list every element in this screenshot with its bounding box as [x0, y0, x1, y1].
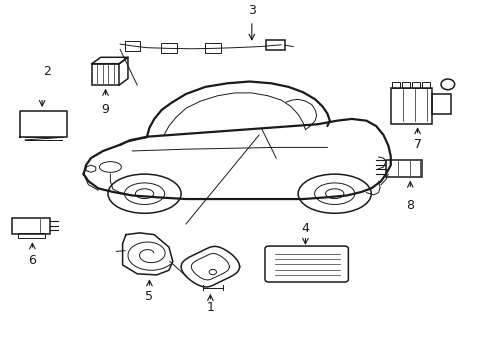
Text: 3: 3	[247, 4, 255, 17]
Bar	[401, 81, 409, 88]
Bar	[161, 44, 176, 53]
Bar	[92, 64, 119, 85]
Bar	[431, 94, 450, 113]
Text: 9: 9	[102, 103, 109, 116]
Bar	[411, 81, 419, 88]
Text: 6: 6	[28, 254, 36, 267]
Ellipse shape	[108, 174, 181, 213]
Text: 8: 8	[406, 199, 413, 212]
Text: 1: 1	[206, 301, 214, 314]
Bar	[422, 81, 429, 88]
Bar	[204, 44, 220, 53]
Bar	[266, 40, 285, 50]
Bar	[391, 81, 399, 88]
Bar	[385, 159, 422, 177]
Text: 5: 5	[145, 290, 153, 303]
Ellipse shape	[298, 174, 370, 213]
Text: 4: 4	[301, 222, 309, 235]
Text: 2: 2	[43, 65, 51, 78]
Bar	[390, 88, 431, 123]
Bar	[18, 233, 44, 238]
Bar	[124, 41, 140, 51]
Bar	[12, 217, 50, 234]
Text: 7: 7	[413, 139, 421, 152]
